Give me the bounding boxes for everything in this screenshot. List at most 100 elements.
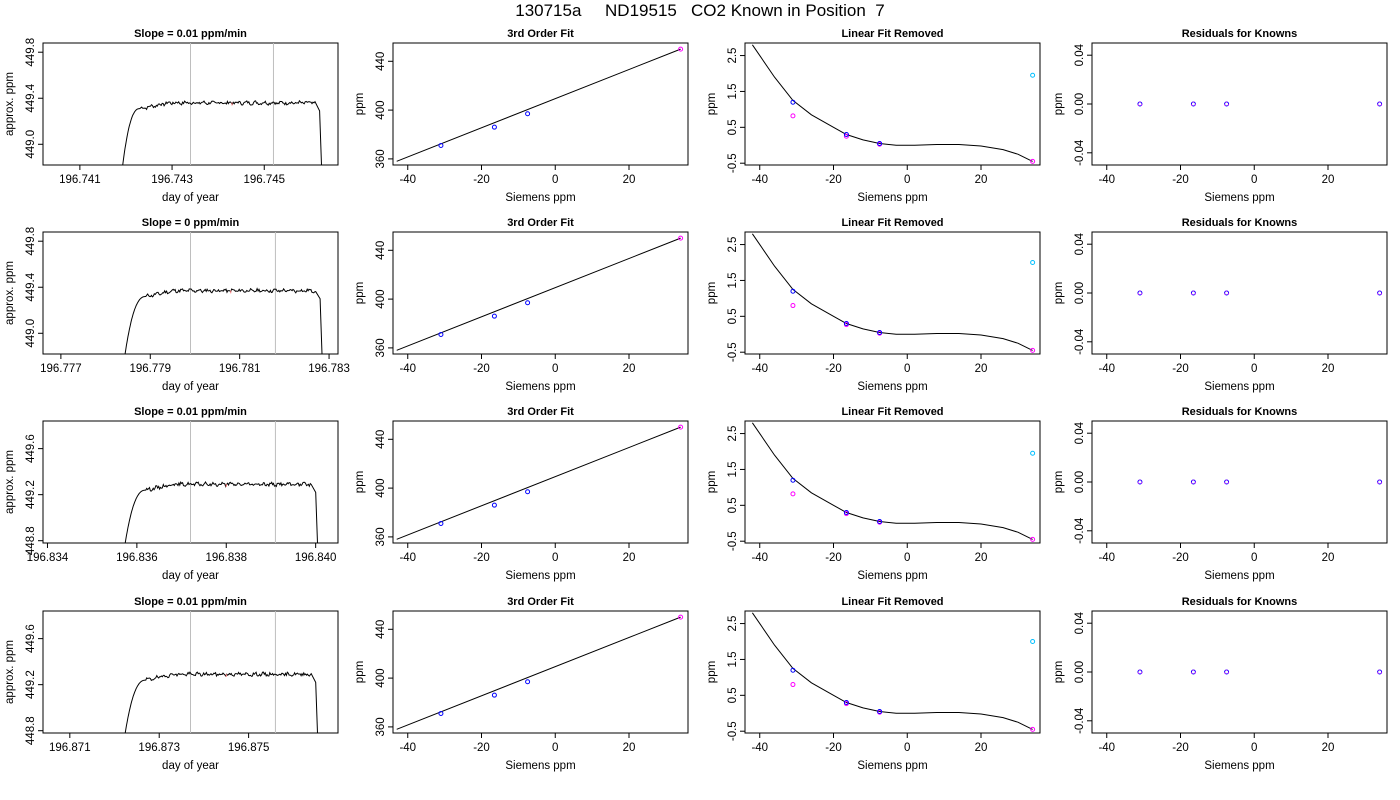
chart-panel-1: Slope = 0.01 ppm/min day of year approx. p…: [4, 28, 339, 204]
y-tick-label: 448.8: [25, 526, 37, 555]
y-tick-label: 449.2: [25, 670, 37, 699]
blue-point: [877, 329, 883, 335]
chart-panel-5: Slope = 0 ppm/min day of year approx. ppm 1…: [4, 217, 350, 393]
x-tick-label: 20: [1322, 363, 1335, 375]
plot-area: [751, 422, 1036, 542]
residual-point-overlay: [1137, 669, 1143, 675]
x-tick-label: -20: [473, 742, 490, 754]
x-tick-label: 0: [1251, 174, 1257, 186]
y-tick-label: 0.5: [727, 308, 739, 324]
y-axis-label: ppm: [1053, 471, 1065, 493]
y-axis-label: ppm: [354, 93, 366, 115]
x-tick-label: 196.777: [40, 363, 82, 375]
x-tick-label: -40: [751, 742, 768, 754]
blue-point: [877, 708, 883, 714]
y-axis-label: ppm: [354, 661, 366, 683]
residual-point-overlay: [1377, 101, 1382, 107]
blue-point: [790, 477, 796, 483]
magenta-point: [790, 491, 796, 497]
cyan-point: [1030, 450, 1036, 456]
magenta-point: [1030, 158, 1036, 164]
y-tick-label: 360: [375, 338, 387, 357]
x-tick-label: -40: [399, 174, 416, 186]
x-tick-label: 196.834: [27, 552, 69, 564]
x-tick-label: 20: [975, 174, 988, 186]
plot-frame: [392, 610, 689, 734]
chart-title: Slope = 0.01 ppm/min: [134, 596, 247, 608]
data-point: [525, 489, 531, 495]
x-tick-label: -40: [1098, 174, 1115, 186]
residual-point-overlay: [1224, 101, 1229, 107]
chart-panel-12: Residuals for Knowns Siemens ppm ppm -40 -20…: [1053, 406, 1388, 582]
residual-point-overlay: [1191, 479, 1196, 485]
fit-curve: [751, 422, 1033, 540]
chart-title: Linear Fit Removed: [841, 596, 943, 608]
x-axis-label: Siemens ppm: [1204, 760, 1274, 772]
residual-point-overlay: [1224, 290, 1229, 296]
fit-line: [396, 237, 681, 351]
chart-panel-9: Slope = 0.01 ppm/min day of year approx. p…: [4, 406, 339, 582]
plot-area: [122, 43, 322, 165]
blue-point: [877, 140, 883, 146]
x-tick-label: -40: [751, 174, 768, 186]
y-axis-label: ppm: [706, 282, 718, 304]
plot-frame: [1091, 420, 1388, 544]
chart-panel-13: Slope = 0.01 ppm/min day of year approx. p…: [4, 596, 339, 772]
data-point: [491, 502, 497, 508]
data-point: [438, 520, 444, 526]
x-tick-label: -20: [1172, 174, 1189, 186]
fit-line: [396, 616, 681, 730]
plot-area: [751, 44, 1036, 164]
y-tick-label: 0.00: [1074, 282, 1086, 304]
cyan-point: [1030, 639, 1036, 644]
y-tick-label: -0.04: [1074, 139, 1086, 166]
plot-area: [1137, 101, 1383, 107]
trace-line: [124, 287, 323, 354]
y-axis-label: ppm: [1053, 282, 1065, 304]
residual-point-overlay: [1377, 479, 1382, 485]
y-tick-label: -0.5: [727, 153, 739, 173]
data-point: [438, 710, 444, 716]
data-point: [678, 614, 684, 620]
y-tick-label: 449.0: [25, 130, 37, 159]
y-axis-label: ppm: [706, 93, 718, 115]
data-point: [525, 300, 531, 306]
x-tick-label: -20: [825, 363, 842, 375]
x-tick-label: 196.779: [129, 363, 171, 375]
chart-title: Residuals for Knowns: [1182, 28, 1298, 40]
plot-area: [751, 233, 1036, 353]
y-tick-label: -0.5: [727, 721, 739, 741]
data-point: [438, 331, 444, 337]
plot-frame: [1091, 610, 1388, 734]
x-tick-label: -20: [1172, 742, 1189, 754]
residual-point-overlay: [1191, 101, 1196, 107]
x-axis-label: Siemens ppm: [505, 570, 575, 582]
x-tick-label: 196.875: [228, 742, 270, 754]
blue-point: [790, 288, 796, 294]
fit-curve: [751, 612, 1033, 730]
blue-point: [843, 700, 849, 705]
plot-frame: [1091, 42, 1388, 166]
y-axis-label: ppm: [354, 282, 366, 304]
x-tick-label: 20: [623, 742, 636, 754]
chart-title: Linear Fit Removed: [841, 406, 943, 418]
residual-point-overlay: [1191, 669, 1196, 675]
y-tick-label: -0.5: [727, 342, 739, 362]
data-point: [491, 692, 497, 698]
magenta-point: [1030, 726, 1036, 732]
residual-point-overlay: [1224, 479, 1229, 485]
x-tick-label: -40: [751, 363, 768, 375]
y-tick-label: 449.4: [25, 83, 37, 112]
y-tick-label: -0.5: [727, 531, 739, 551]
x-tick-label: 20: [623, 363, 636, 375]
residual-point-overlay: [1224, 669, 1229, 675]
y-tick-label: 449.0: [25, 319, 37, 348]
chart-panel-6: 3rd Order Fit Siemens ppm ppm -40 -20 0 20 360 4…: [354, 217, 689, 393]
y-axis-label: approx. ppm: [4, 72, 16, 136]
x-axis-label: Siemens ppm: [857, 570, 927, 582]
x-tick-label: 0: [904, 363, 910, 375]
fit-line: [396, 426, 681, 540]
plot-frame: [744, 42, 1041, 166]
blue-point: [843, 510, 849, 515]
